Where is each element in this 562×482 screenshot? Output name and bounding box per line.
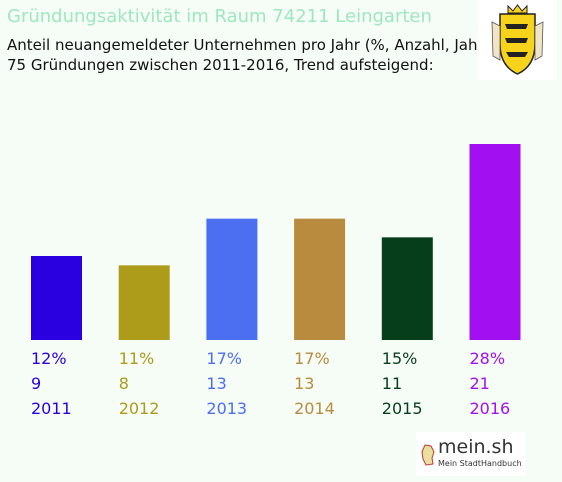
count-label-2016: 21 xyxy=(470,374,490,393)
percent-label-2016: 28% xyxy=(470,349,506,368)
bar-2016 xyxy=(469,144,521,340)
year-label-2013: 2013 xyxy=(206,399,247,418)
year-label-2014: 2014 xyxy=(294,399,335,418)
year-label-2011: 2011 xyxy=(31,399,72,418)
chart-subtitle-line-2: 75 Gründungen zwischen 2011-2016, Trend … xyxy=(7,56,434,74)
bar-2013 xyxy=(206,218,258,340)
percent-label-2014: 17% xyxy=(294,349,330,368)
percent-label-2015: 15% xyxy=(382,349,418,368)
bar-2015 xyxy=(381,237,433,340)
brand-tagline: Mein StadtHandbuch xyxy=(438,459,522,468)
coat-of-arms-icon xyxy=(478,0,557,80)
count-label-2015: 11 xyxy=(382,374,402,393)
bar-2014 xyxy=(294,218,346,340)
year-label-2016: 2016 xyxy=(470,399,511,418)
chart-title: Gründungsaktivität im Raum 74211 Leingar… xyxy=(7,6,432,27)
year-label-2015: 2015 xyxy=(382,399,423,418)
percent-label-2012: 11% xyxy=(119,349,155,368)
bar-2012 xyxy=(118,265,170,340)
brand-name: mein.sh xyxy=(438,436,514,458)
brand-logo[interactable]: mein.sh Mein StadtHandbuch xyxy=(416,432,526,476)
year-label-2012: 2012 xyxy=(119,399,160,418)
percent-label-2013: 17% xyxy=(206,349,242,368)
count-label-2013: 13 xyxy=(206,374,226,393)
chart-subtitle-line-1: Anteil neuangemeldeter Unternehmen pro J… xyxy=(7,36,490,54)
germany-map-icon xyxy=(421,444,435,466)
percent-label-2011: 12% xyxy=(31,349,67,368)
count-label-2012: 8 xyxy=(119,374,129,393)
count-label-2014: 13 xyxy=(294,374,314,393)
bar-2011 xyxy=(31,256,82,340)
count-label-2011: 9 xyxy=(31,374,41,393)
